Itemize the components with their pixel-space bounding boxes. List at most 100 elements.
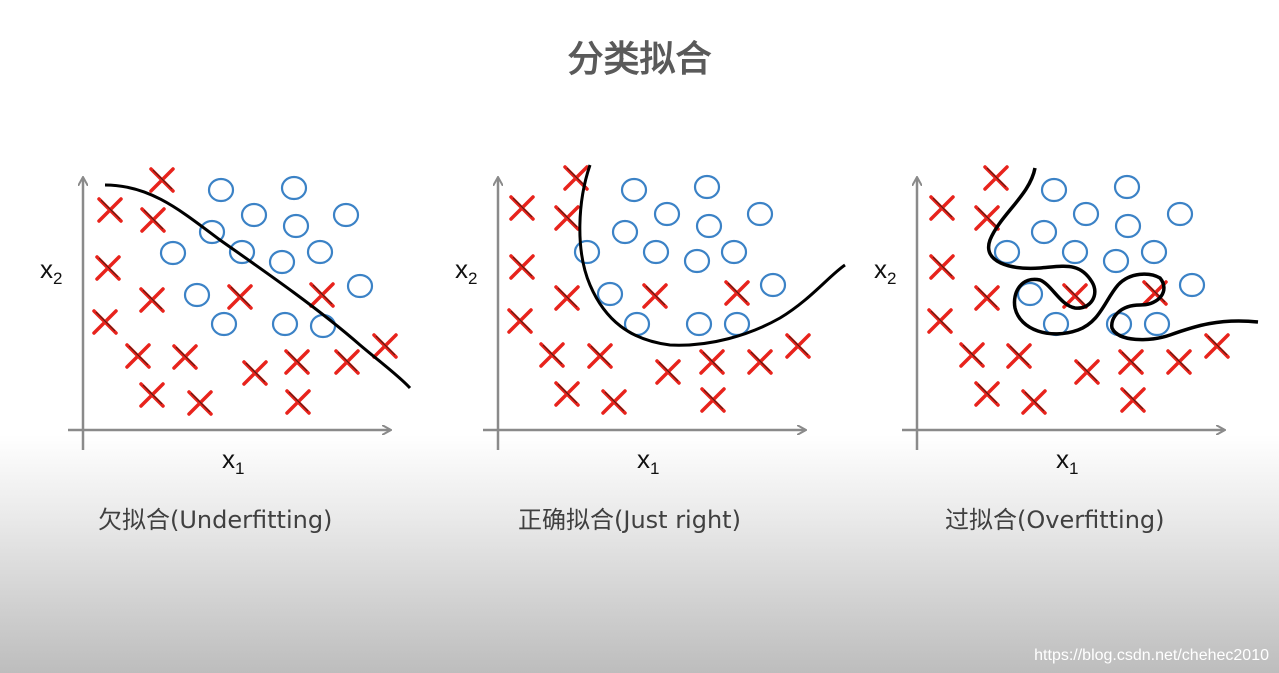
cross-marker-shade	[1145, 282, 1166, 303]
cross-marker	[747, 349, 773, 375]
decision-boundary	[578, 164, 846, 347]
circle-marker	[346, 273, 374, 299]
cross-marker	[554, 285, 580, 311]
cross-marker	[927, 308, 953, 334]
slide-title: 分类拟合	[567, 39, 712, 80]
cross-marker	[97, 197, 123, 223]
cross-marker	[642, 283, 668, 309]
cross-marker	[1118, 349, 1144, 375]
cross-marker-shade	[542, 344, 563, 365]
panel-just-right: x1 x2	[455, 164, 846, 478]
cross-marker-shade	[152, 169, 173, 190]
data-points	[507, 165, 811, 415]
cross-marker	[92, 309, 118, 335]
circle-marker	[183, 282, 211, 308]
cross-marker	[959, 342, 985, 368]
cross-marker	[700, 387, 726, 413]
cross-marker	[974, 205, 1000, 231]
caption-overfitting: 过拟合(Overfitting)	[945, 506, 1165, 534]
y-axis-label: x2	[874, 254, 896, 288]
cross-marker	[1021, 389, 1047, 415]
cross-marker	[509, 195, 535, 221]
circle-marker	[1061, 239, 1089, 265]
caption-underfitting: 欠拟合(Underfitting)	[98, 506, 333, 534]
cross-marker-shade	[98, 257, 119, 278]
data-points	[927, 165, 1230, 415]
circle-marker	[746, 201, 774, 227]
cross-marker-shade	[1077, 361, 1098, 382]
cross-marker	[334, 349, 360, 375]
circle-marker	[198, 219, 226, 245]
cross-marker	[125, 343, 151, 369]
cross-marker-shade	[190, 392, 211, 413]
cross-marker-shade	[703, 389, 724, 410]
cross-marker-shade	[128, 345, 149, 366]
decision-boundary	[104, 183, 412, 390]
cross-marker	[139, 287, 165, 313]
circle-marker	[1143, 311, 1171, 337]
cross-marker	[309, 282, 335, 308]
circle-marker	[695, 213, 723, 239]
circle-marker	[1102, 248, 1130, 274]
cross-marker-shade	[142, 289, 163, 310]
cross-marker	[724, 280, 750, 306]
cross-marker	[929, 254, 955, 280]
cross-marker-shade	[977, 287, 998, 308]
circle-marker	[268, 249, 296, 275]
cross-marker-shade	[932, 256, 953, 277]
circle-marker	[683, 248, 711, 274]
circle-marker	[282, 213, 310, 239]
cross-marker	[285, 389, 311, 415]
cross-marker-shade	[1207, 335, 1228, 356]
circle-marker	[620, 177, 648, 203]
cross-marker-shade	[658, 361, 679, 382]
y-axis-label: x2	[455, 254, 477, 288]
circle-marker	[1016, 281, 1044, 307]
cross-marker	[1006, 343, 1032, 369]
cross-marker-shade	[1009, 345, 1030, 366]
cross-marker-shade	[557, 287, 578, 308]
circle-marker	[573, 239, 601, 265]
cross-marker-shade	[230, 286, 251, 307]
circle-marker	[685, 311, 713, 337]
cross-marker-shade	[977, 207, 998, 228]
cross-marker-shade	[1123, 389, 1144, 410]
circle-marker	[1140, 239, 1168, 265]
cross-marker	[554, 381, 580, 407]
cross-marker	[284, 349, 310, 375]
circle-marker	[611, 219, 639, 245]
x-axis-label: x1	[637, 444, 659, 478]
cross-marker-shade	[175, 346, 196, 367]
cross-marker	[554, 205, 580, 231]
x-axis-label: x1	[1056, 444, 1078, 478]
cross-marker-shade	[100, 199, 121, 220]
cross-marker-shade	[604, 391, 625, 412]
cross-marker-shade	[512, 256, 533, 277]
cross-marker	[372, 333, 398, 359]
cross-marker-shade	[1121, 351, 1142, 372]
cross-marker	[785, 333, 811, 359]
circle-marker	[332, 202, 360, 228]
cross-marker	[699, 349, 725, 375]
circle-marker	[306, 239, 334, 265]
cross-marker-shade	[288, 391, 309, 412]
circle-marker	[228, 239, 256, 265]
decision-boundary	[986, 167, 1259, 342]
cross-marker-shade	[287, 351, 308, 372]
cross-marker-shade	[337, 351, 358, 372]
cross-marker	[227, 284, 253, 310]
circle-marker	[693, 174, 721, 200]
y-axis-label: x2	[40, 254, 62, 288]
circle-marker	[653, 201, 681, 227]
circle-marker	[159, 240, 187, 266]
circle-marker	[993, 239, 1021, 265]
circle-marker	[1030, 219, 1058, 245]
cross-marker-shade	[1065, 285, 1086, 306]
cross-marker	[1074, 359, 1100, 385]
cross-marker-shade	[143, 209, 164, 230]
circle-marker	[596, 281, 624, 307]
cross-marker-shade	[727, 282, 748, 303]
cross-marker-shade	[375, 335, 396, 356]
cross-marker	[509, 254, 535, 280]
